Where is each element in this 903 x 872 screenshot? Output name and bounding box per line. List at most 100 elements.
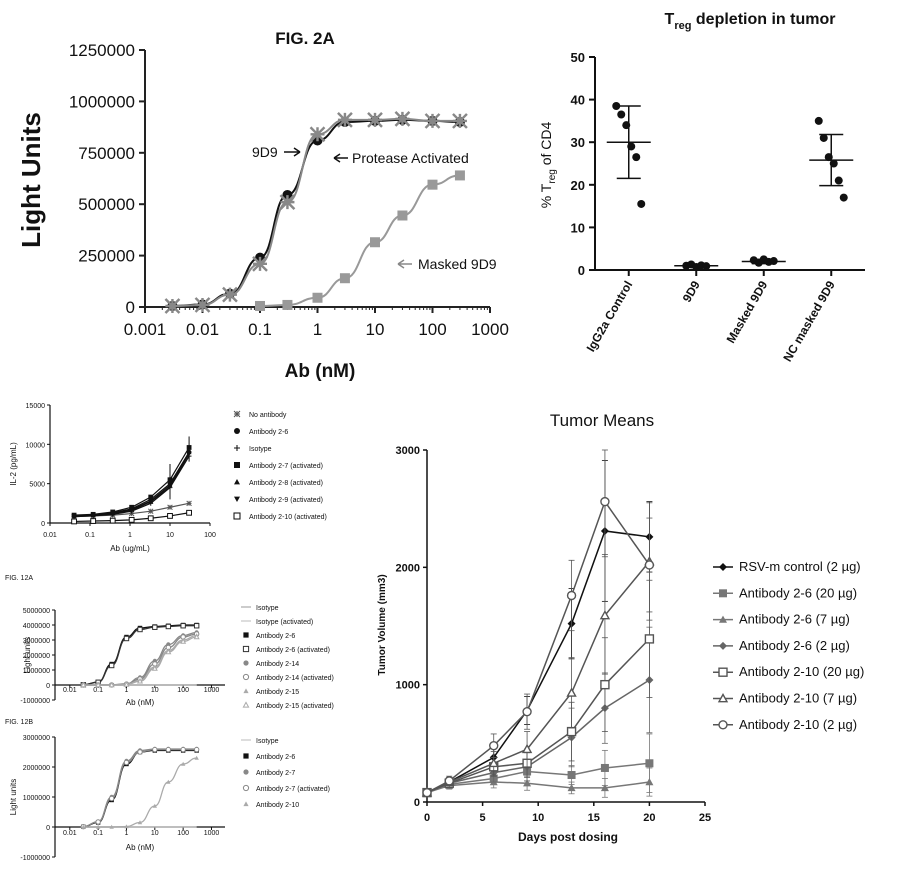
- data-point: [108, 795, 115, 802]
- chart-title: Treg depletion in tumor: [665, 11, 836, 32]
- data-point: [644, 634, 655, 644]
- data-point: [137, 820, 143, 825]
- y-axis-label: IL-2 (pg/mL): [9, 442, 18, 486]
- annotation-protease-activated: Protease Activated: [352, 150, 469, 166]
- data-point: [566, 687, 577, 697]
- legend-swatch: [243, 769, 249, 775]
- series-line: [83, 749, 197, 828]
- x-tick-label: 1: [313, 320, 322, 339]
- legend-swatch: [233, 410, 241, 418]
- series-line: [426, 560, 650, 794]
- data-point: [309, 126, 326, 143]
- y-tick-label: -1000000: [20, 855, 50, 862]
- chart-title-rest: depletion in tumor: [691, 11, 835, 28]
- data-point: [148, 494, 154, 500]
- y-tick-label: 2000000: [23, 765, 50, 772]
- x-tick-label: 100: [177, 830, 189, 837]
- data-point: [834, 176, 843, 185]
- legend-label: No antibody: [249, 412, 287, 419]
- legend-swatch: [719, 563, 727, 571]
- x-tick-label: 10: [151, 830, 159, 837]
- data-point: [123, 681, 130, 687]
- series-line: [172, 117, 460, 307]
- data-point: [444, 776, 454, 786]
- data-point: [167, 504, 173, 511]
- legend-label: Antibody 2-6: [256, 754, 295, 761]
- legend-label: Antibody 2-7 (activated): [249, 463, 323, 470]
- y-tick-label: 3000000: [23, 638, 50, 645]
- data-point: [151, 665, 158, 671]
- data-point: [137, 626, 143, 633]
- data-point: [129, 508, 135, 513]
- y-tick-label: 10000: [26, 442, 46, 449]
- legend-swatch: [242, 701, 250, 708]
- y-tick-label: 2000000: [23, 653, 50, 660]
- y-axis-label-sub: reg: [547, 169, 558, 183]
- data-point: [90, 518, 97, 524]
- legend-label: Antibody 2-15: [256, 689, 299, 696]
- data-point: [567, 783, 576, 792]
- legend-label: Antibody 2-6: [249, 429, 288, 436]
- data-point: [839, 193, 848, 202]
- x-axis-label: Days post dosing: [518, 830, 618, 844]
- data-point: [186, 509, 192, 516]
- data-point: [95, 824, 101, 829]
- y-tick-label: 1000: [396, 680, 420, 692]
- legend-label: Antibody 2-9 (activated): [249, 497, 323, 504]
- legend-label: Antibody 2-15 (activated): [256, 703, 334, 710]
- data-point: [600, 783, 609, 792]
- data-point: [71, 514, 77, 519]
- data-point: [180, 761, 186, 766]
- y-axis-label: Light units: [9, 779, 18, 815]
- data-point: [137, 749, 143, 755]
- data-point: [397, 210, 408, 221]
- figure-caption: FIG. 12A: [5, 575, 33, 582]
- y-tick-label: 1000000: [69, 92, 135, 111]
- x-category-label: IgG2a Control: [584, 279, 636, 355]
- legend-label: Isotype: [249, 446, 272, 453]
- x-tick-label: 0.01: [186, 320, 219, 339]
- chart-fig-12a: FIG. 12A -1000000 0 1000000 2000000 3000000 40…: [0, 568, 370, 713]
- data-point: [108, 662, 115, 669]
- y-tick-label: 0: [578, 263, 585, 278]
- series-line: [83, 748, 197, 828]
- legend-label: Isotype: [256, 738, 279, 745]
- chart-fig-12b: FIG. 12B -1000000 0 1000000 2000000 3000000 0.…: [0, 712, 370, 867]
- x-tick-label: 0.1: [85, 532, 95, 539]
- x-tick-label: 1000: [204, 687, 220, 694]
- data-point: [279, 194, 296, 211]
- data-point: [81, 824, 86, 829]
- x-tick-label: 1: [125, 830, 129, 837]
- data-point: [193, 746, 200, 753]
- chart-title: Tumor Means: [550, 411, 654, 430]
- chart-tumor-means-svg: Tumor Means 0 1000 2000 3000 0 5 10 15 20 25 Days p…: [377, 411, 864, 844]
- y-tick-label: 10: [571, 220, 585, 235]
- data-point: [645, 759, 654, 768]
- y-axis-label: Light Units: [16, 112, 46, 248]
- data-point: [454, 170, 465, 181]
- legend-swatch: [243, 688, 249, 694]
- data-point: [109, 517, 116, 524]
- data-point: [136, 678, 144, 684]
- legend-label: Isotype (activated): [256, 619, 313, 626]
- chart-fig-12b-svg: FIG. 12B -1000000 0 1000000 2000000 3000000 0.…: [5, 719, 330, 862]
- annotation-9d9: 9D9: [252, 144, 278, 160]
- legend-label: Antibody 2-8 (activated): [249, 480, 323, 487]
- legend-swatch: [234, 428, 240, 434]
- chart-fig-2a-svg: FIG. 2A 0 250000 500000 750000 1000000 1250000…: [16, 29, 509, 382]
- data-point: [600, 763, 609, 772]
- y-tick-label: 0: [126, 298, 135, 317]
- y-tick-label: 1000000: [23, 668, 50, 675]
- y-tick-label: 0: [414, 797, 420, 809]
- data-point: [165, 648, 172, 655]
- data-point: [282, 299, 293, 310]
- data-point: [644, 560, 655, 570]
- legend-label: Antibody 2-7 (activated): [256, 786, 330, 793]
- y-tick-label: 0: [46, 825, 50, 832]
- legend-swatch: [719, 589, 727, 598]
- data-point: [123, 759, 130, 766]
- data-point: [165, 746, 172, 753]
- data-point: [394, 111, 411, 127]
- data-point: [424, 113, 441, 129]
- legend-label: Antibody 2-10: [256, 802, 299, 809]
